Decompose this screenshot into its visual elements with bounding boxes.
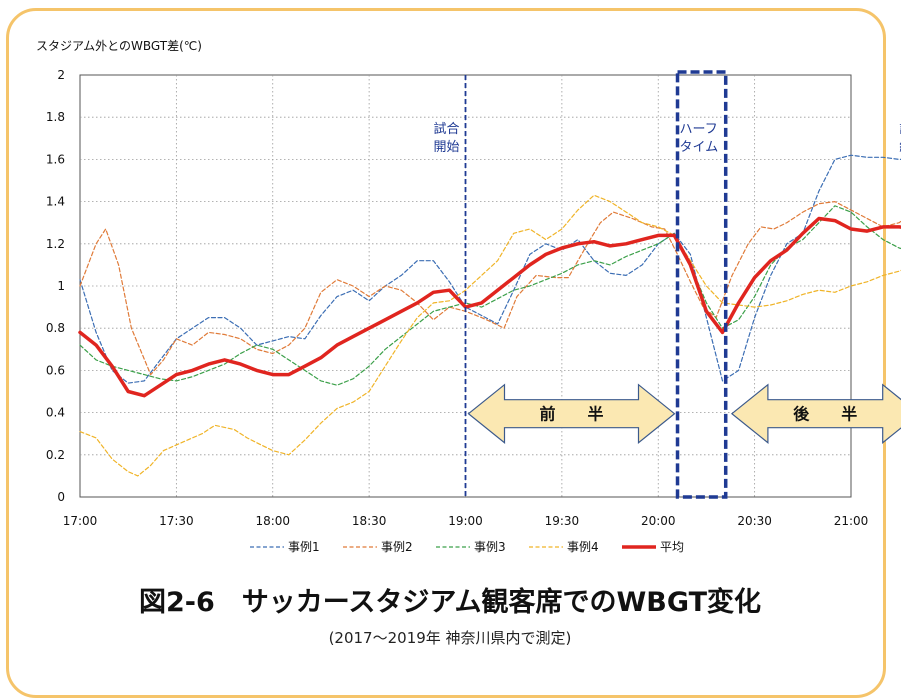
y-tick-label: 0.8 [46,321,65,335]
legend-label: 平均 [660,540,684,554]
y-tick-label: 0.4 [46,406,65,420]
x-tick-label: 19:00 [448,514,483,528]
legend: 事例1 事例2 事例3 事例4 平均 [250,540,684,554]
wbgt-line-chart: スタジアム外とのWBGT差(℃) 試合開始ハーフタイム試合終了前 半後 半 00… [36,39,901,647]
y-tick-label: 1.2 [46,237,65,251]
halftime-box [675,70,728,499]
series-line-2 [79,201,901,376]
legend-label: 事例3 [474,540,506,554]
marker-label: 終了 [899,139,901,155]
legend-label: 事例1 [288,540,320,554]
period-arrow [730,383,901,444]
legend-label: 事例4 [567,540,599,554]
series-line-5 [78,216,901,398]
period-arrow-label: 後 半 [793,405,857,424]
chart-title: 図2-6 サッカースタジアム観客席でのWBGT変化 [139,586,761,618]
tick-layer: 0 0.2 0.4 0.6 0.8 1 1.2 1.4 1.6 1.8 2 17:00 17:30 18:… [46,68,868,528]
series-layer [78,154,901,477]
marker-label: 試合 [899,121,901,137]
x-tick-label: 17:30 [159,514,194,528]
y-tick-label: 2 [57,68,65,82]
x-tick-label: 20:30 [737,514,772,528]
y-tick-label: 1.6 [46,152,65,166]
marker-label: 試合 [433,121,459,137]
y-tick-label: 1.8 [46,110,65,124]
series-line-4 [79,194,901,477]
y-tick-label: 0.2 [46,448,65,462]
x-tick-label: 20:00 [641,514,676,528]
y-tick-label: 0 [57,490,65,504]
period-arrow [467,383,676,444]
period-arrow-label: 前 半 [540,405,604,424]
x-tick-label: 17:00 [63,514,98,528]
y-tick-label: 1.4 [46,195,65,209]
marker-label: 開始 [433,140,459,155]
chart-subtitle: (2017～2019年 神奈川県内で測定) [329,629,572,647]
marker-label: タイム [680,140,719,155]
legend-label: 事例2 [381,540,413,554]
x-tick-label: 18:30 [352,514,387,528]
x-tick-label: 19:30 [545,514,580,528]
marker-label: ハーフ [680,122,718,137]
y-tick-label: 1 [57,279,65,293]
y-axis-label: スタジアム外とのWBGT差(℃) [36,39,202,53]
x-tick-label: 21:00 [834,514,869,528]
series-line-1 [79,154,901,384]
x-tick-label: 18:00 [255,514,290,528]
y-tick-label: 0.6 [46,363,65,377]
